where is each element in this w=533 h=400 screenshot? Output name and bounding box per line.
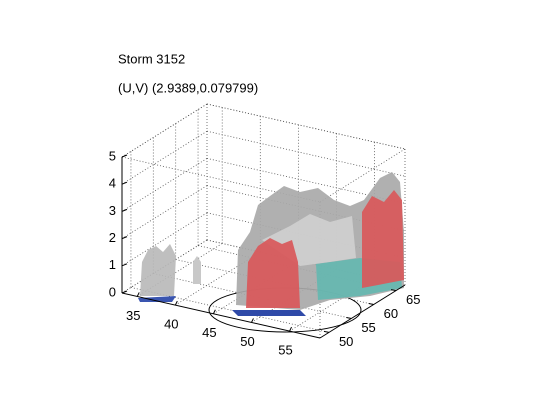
x-tick-label: 45: [202, 325, 216, 340]
z-tick: [121, 290, 128, 294]
box-edge: [121, 156, 321, 203]
x-tick: [289, 326, 292, 332]
grid-line: [206, 103, 406, 150]
y-tick-label: 50: [339, 334, 353, 349]
grid-line: [197, 245, 397, 291]
x-tick-label: 55: [278, 343, 292, 358]
y-tick-label: 55: [361, 320, 375, 335]
y-axis: [319, 284, 406, 339]
grey-cell: [140, 244, 176, 296]
y-tick: [390, 289, 397, 292]
y-tick: [323, 330, 330, 333]
x-tick: [212, 309, 216, 314]
red-cell: [246, 238, 300, 308]
x-axis: [121, 292, 321, 339]
x-tick-label: 35: [126, 308, 140, 323]
z-tick-label: 4: [109, 176, 116, 191]
z-tick: [121, 208, 128, 212]
grid-line: [206, 185, 406, 231]
z-tick-label: 3: [109, 203, 116, 218]
storm-isosurfaces: [138, 172, 404, 333]
z-tick-label: 0: [109, 284, 116, 299]
y-tick-label: 60: [384, 306, 398, 321]
x-tick: [251, 318, 254, 323]
z-tick: [121, 263, 128, 267]
chart-subtitle: (U,V) (2.9389,0.079799): [118, 80, 258, 95]
z-tick-label: 2: [109, 230, 116, 245]
red-cell: [362, 190, 404, 288]
chart-title: Storm 3152: [118, 51, 185, 66]
z-tick: [121, 181, 128, 185]
grid-line: [153, 273, 352, 319]
base-patch: [138, 296, 176, 302]
y-tick-label: 65: [406, 292, 420, 307]
y-tick: [346, 316, 352, 319]
grid-line: [175, 259, 374, 305]
z-tick-label: 5: [109, 148, 116, 163]
base-patch: [232, 310, 306, 316]
grey-cell: [193, 256, 201, 284]
grid-line: [206, 212, 406, 259]
grid-line: [206, 130, 406, 177]
z-tick: [121, 154, 128, 158]
z-tick: [121, 236, 128, 240]
y-tick: [368, 303, 374, 306]
x-tick-label: 50: [240, 334, 254, 349]
x-tick: [136, 292, 140, 297]
grid-line: [206, 158, 406, 204]
z-tick-label: 1: [109, 257, 116, 272]
x-tick: [174, 300, 178, 306]
x-tick-label: 40: [164, 317, 178, 332]
